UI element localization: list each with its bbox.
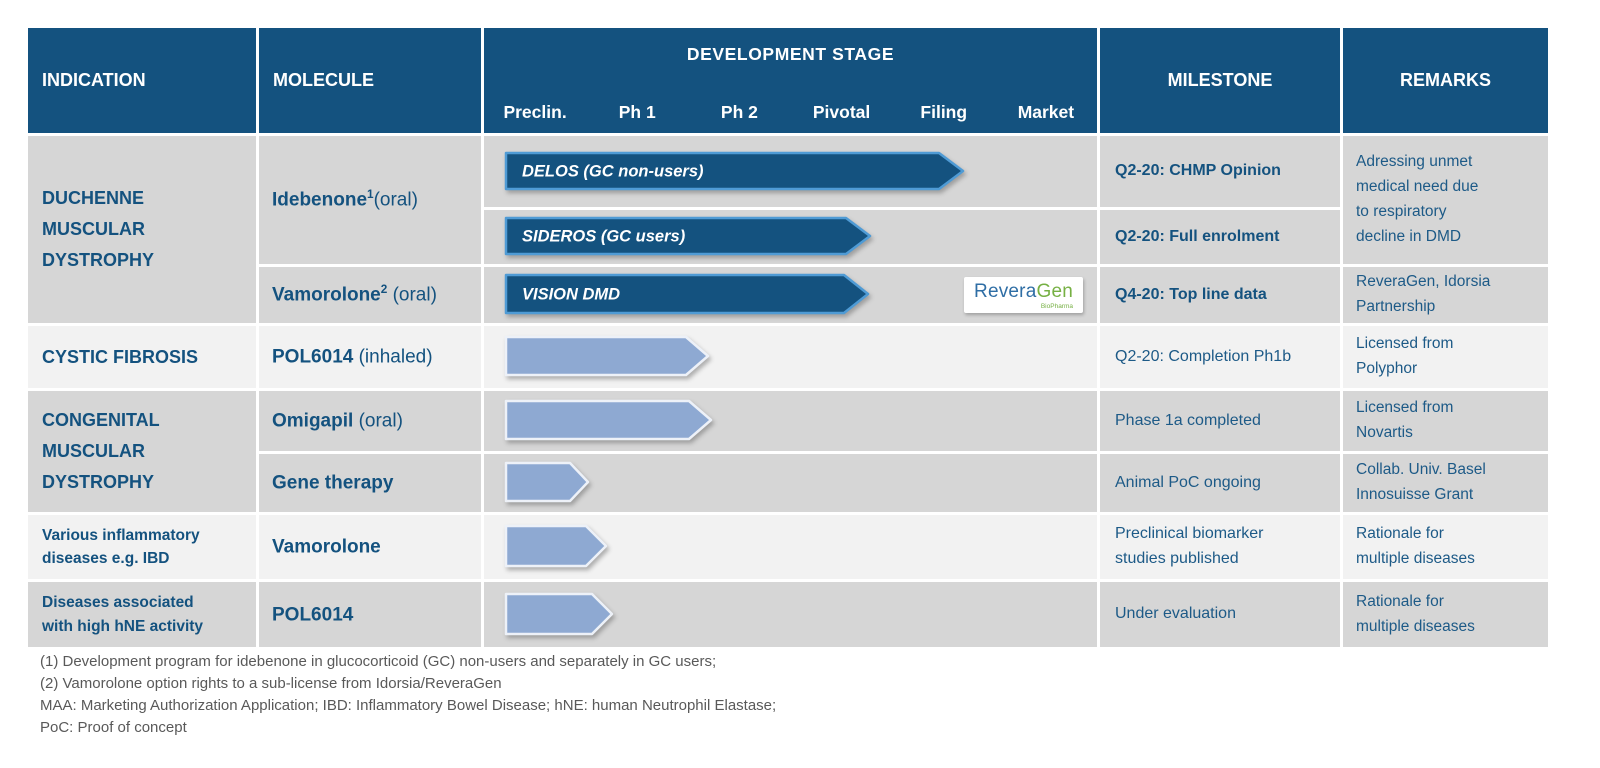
molecule-gene-therapy-text: Gene therapy [272, 471, 393, 494]
pipeline-table: INDICATION MOLECULE DEVELOPMENT STAGE Pr… [28, 28, 1548, 647]
molecule-vamorolone-ibd: Vamorolone [259, 515, 481, 579]
milestone-sideros: Q2-20: Full enrolment [1100, 210, 1340, 264]
phase-filing: Filing [893, 102, 995, 123]
footnote-3: MAA: Marketing Authorization Application… [40, 695, 776, 717]
remark-omigapil: Licensed from Novartis [1343, 391, 1548, 451]
molecule-omigapil-text: Omigapil (oral) [272, 409, 403, 432]
phase-labels: Preclin. Ph 1 Ph 2 Pivotal Filing Market [484, 102, 1097, 123]
bar-pol6014-cf [484, 326, 1097, 388]
molecule-omigapil: Omigapil (oral) [259, 391, 481, 451]
milestone-pol6014-hne: Under evaluation [1100, 582, 1340, 647]
milestone-vamorolone-ibd: Preclinical biomarker studies published [1100, 515, 1340, 579]
molecule-vamorolone-dmd: Vamorolone2 (oral) [259, 267, 481, 323]
indication-hne: Diseases associated with high hNE activi… [28, 582, 256, 647]
header-development-stage: DEVELOPMENT STAGE Preclin. Ph 1 Ph 2 Piv… [484, 28, 1097, 133]
phase-ph1: Ph 1 [586, 102, 688, 123]
milestone-gene-therapy: Animal PoC ongoing [1100, 454, 1340, 512]
header-remarks-label: REMARKS [1400, 70, 1491, 91]
remark-pol6014-hne: Rationale for multiple diseases [1343, 582, 1548, 647]
bar-omigapil [484, 391, 1097, 451]
development-stage-title: DEVELOPMENT STAGE [484, 44, 1097, 65]
remark-idebenone: Adressing unmet medical need due to resp… [1343, 136, 1548, 264]
milestone-vision: Q4-20: Top line data [1100, 267, 1340, 323]
footnotes: (1) Development program for idebenone in… [40, 651, 776, 739]
remark-pol6014-cf: Licensed from Polyphor [1343, 326, 1548, 388]
molecule-idebenone-text: Idebenone1(oral) [272, 188, 418, 211]
bar-sideros-label: SIDEROS (GC users) [522, 228, 685, 247]
bar-vision-label: VISION DMD [522, 286, 620, 305]
milestone-pol6014-cf: Q2-20: Completion Ph1b [1100, 326, 1340, 388]
molecule-pol6014-hne: POL6014 [259, 582, 481, 647]
header-milestone: MILESTONE [1100, 28, 1340, 133]
bar-gene-therapy [484, 454, 1097, 512]
molecule-pol6014-cf-text: POL6014 (inhaled) [272, 345, 433, 368]
phase-ph2: Ph 2 [688, 102, 790, 123]
bar-delos: DELOS (GC non-users) [484, 136, 1097, 207]
reveragen-logo: ReveraGen BioPharma [964, 277, 1083, 313]
phase-pivotal: Pivotal [790, 102, 892, 123]
header-indication: INDICATION [28, 28, 256, 133]
phase-preclin: Preclin. [484, 102, 586, 123]
remark-vamorolone-dmd: ReveraGen, Idorsia Partnership [1343, 267, 1548, 323]
remark-vamorolone-ibd: Rationale for multiple diseases [1343, 515, 1548, 579]
molecule-idebenone: Idebenone1(oral) [259, 136, 481, 264]
footnote-1: (1) Development program for idebenone in… [40, 651, 776, 673]
molecule-vamorolone-text: Vamorolone2 (oral) [272, 283, 437, 306]
bar-sideros: SIDEROS (GC users) [484, 210, 1097, 264]
footnote-4: PoC: Proof of concept [40, 717, 776, 739]
header-molecule-label: MOLECULE [273, 70, 374, 91]
bar-vision-dmd: VISION DMD ReveraGen BioPharma [484, 267, 1097, 323]
header-molecule: MOLECULE [259, 28, 481, 133]
phase-market: Market [995, 102, 1097, 123]
milestone-omigapil: Phase 1a completed [1100, 391, 1340, 451]
bar-pol6014-hne [484, 582, 1097, 647]
molecule-gene-therapy: Gene therapy [259, 454, 481, 512]
header-milestone-label: MILESTONE [1168, 70, 1273, 91]
header-remarks: REMARKS [1343, 28, 1548, 133]
reveragen-logo-text: ReveraGen [974, 282, 1073, 301]
molecule-vamorolone-ibd-text: Vamorolone [272, 535, 381, 558]
indication-cystic-fibrosis: CYSTIC FIBROSIS [28, 326, 256, 388]
indication-dmd: DUCHENNE MUSCULAR DYSTROPHY [28, 136, 256, 323]
molecule-pol6014-cf: POL6014 (inhaled) [259, 326, 481, 388]
bar-delos-label: DELOS (GC non-users) [522, 162, 704, 181]
header-indication-label: INDICATION [42, 70, 146, 91]
molecule-pol6014-hne-text: POL6014 [272, 603, 353, 626]
remark-gene-therapy: Collab. Univ. Basel Innosuisse Grant [1343, 454, 1548, 512]
footnote-2: (2) Vamorolone option rights to a sub-li… [40, 673, 776, 695]
bar-vamorolone-ibd [484, 515, 1097, 579]
reveragen-logo-subtext: BioPharma [974, 303, 1073, 310]
indication-cmd: CONGENITAL MUSCULAR DYSTROPHY [28, 391, 256, 512]
indication-ibd: Various inflammatory diseases e.g. IBD [28, 515, 256, 579]
milestone-delos: Q2-20: CHMP Opinion [1100, 136, 1340, 207]
